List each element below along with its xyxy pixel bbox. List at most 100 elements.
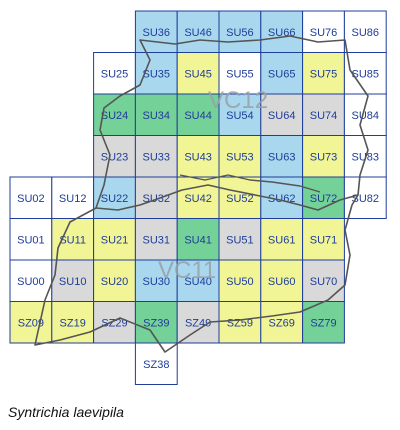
- grid-cell-label: SU44: [184, 110, 212, 122]
- grid-cell-label: SU72: [310, 193, 338, 205]
- grid-cell-su10: SU10: [51, 259, 95, 302]
- grid-cell-label: SU63: [268, 151, 296, 163]
- grid-cell-fill: [343, 10, 387, 53]
- grid-cell-su31: SU31: [134, 218, 178, 261]
- grid-cell-su24: SU24: [93, 93, 136, 136]
- grid-cell-su40: SU40: [176, 259, 220, 302]
- grid-cell-fill: [218, 93, 262, 136]
- grid-cell-label: SU74: [310, 110, 338, 122]
- grid-cell-fill: [176, 52, 220, 95]
- grid-cell-label: SZ09: [18, 317, 44, 329]
- vc-label-11: VC11: [158, 257, 216, 284]
- grid-cell-label: SZ38: [143, 359, 169, 371]
- grid-cell-fill: [260, 93, 304, 136]
- grid-cell-label: SU60: [268, 276, 296, 288]
- grid-cell-su22: SU22: [93, 176, 136, 219]
- grid-cell-su60: SU60: [260, 259, 304, 302]
- grid-cell-su66: SU66: [260, 10, 304, 53]
- grid-cell-su41: SU41: [176, 218, 220, 261]
- grid-cell-label: SU34: [143, 110, 171, 122]
- grid-cell-label: SU40: [184, 276, 212, 288]
- grid-cell-su73: SU73: [302, 135, 345, 178]
- grid-cell-su25: SU25: [93, 52, 136, 95]
- grid-cell-fill: [176, 176, 220, 219]
- grid-cell-fill: [9, 176, 53, 219]
- distribution-map: SU36 SU46 SU56 SU66 SU76 SU86 SU25 SU35 SU45 SU55…: [9, 10, 387, 385]
- grid-cell-fill: [176, 10, 220, 53]
- grid-cell-su71: SU71: [302, 218, 345, 261]
- grid-cell-su33: SU33: [134, 135, 178, 178]
- grid-cell-su01: SU01: [9, 218, 53, 261]
- grid-cell-label: SU64: [268, 110, 296, 122]
- grid-cell-label: SU55: [226, 68, 254, 80]
- grid-cell-label: SU01: [17, 234, 45, 246]
- grid-cell-su64: SU64: [260, 93, 304, 136]
- grid-cell-su53: SU53: [218, 135, 262, 178]
- grid-cell-su50: SU50: [218, 259, 262, 302]
- grid-cell-label: SZ29: [101, 317, 127, 329]
- grid-cell-su00: SU00: [9, 259, 53, 302]
- grid-cell-fill: [51, 259, 95, 302]
- grid-cell-fill: [93, 301, 136, 344]
- grid-cell-fill: [51, 176, 95, 219]
- grid-cell-fill: [260, 52, 304, 95]
- grid-cell-label: SU25: [101, 68, 129, 80]
- grid-cell-fill: [93, 135, 136, 178]
- grid-cell-label: SU65: [268, 68, 296, 80]
- grid-cell-label: SU56: [226, 27, 254, 39]
- grid-cell-su54: SU54: [218, 93, 262, 136]
- grid-cell-su46: SU46: [176, 10, 220, 53]
- grid-cell-su44: SU44: [176, 93, 220, 136]
- grid-cell-label: SU54: [226, 110, 254, 122]
- grid-cell-fill: [176, 259, 220, 302]
- grid-cell-fill: [93, 176, 136, 219]
- grid-cell-su82: SU82: [343, 176, 387, 219]
- grid-cell-fill: [93, 259, 136, 302]
- grid-cell-label: SU35: [143, 68, 171, 80]
- grid-cell-fill: [134, 93, 178, 136]
- grid-cell-su86: SU86: [343, 10, 387, 53]
- grid-cell-label: SU85: [352, 68, 380, 80]
- grid-cell-sz69: SZ69: [260, 301, 304, 344]
- grid-cell-su72: SU72: [302, 176, 345, 219]
- grid-cell-su23: SU23: [93, 135, 136, 178]
- map-svg: SU36 SU46 SU56 SU66 SU76 SU86 SU25 SU35 SU45 SU55…: [9, 10, 387, 385]
- grid-cell-label: SU23: [101, 151, 129, 163]
- species-name: Syntrichia laevipila: [8, 404, 124, 420]
- grid-cell-fill: [176, 135, 220, 178]
- grid-cell-label: SU51: [226, 234, 254, 246]
- grid-cell-sz29: SZ29: [93, 301, 136, 344]
- grid-cell-su36: SU36: [134, 10, 178, 53]
- grid-cell-su20: SU20: [93, 259, 136, 302]
- grid-cell-su34: SU34: [134, 93, 178, 136]
- grid-cell-label: SU21: [101, 234, 129, 246]
- grid-cell-fill: [260, 301, 304, 344]
- grid-cell-fill: [134, 176, 178, 219]
- grid-cell-sz39: SZ39: [134, 301, 178, 344]
- grid-cell-label: SZ39: [143, 317, 169, 329]
- grid-cell-fill: [134, 342, 178, 385]
- grid-cell-fill: [218, 259, 262, 302]
- grid-cell-label: SU42: [184, 193, 212, 205]
- grid-cell-label: SU52: [226, 193, 254, 205]
- grid-cell-fill: [134, 259, 178, 302]
- grid-cell-label: SZ69: [269, 317, 295, 329]
- grid-cell-label: SU46: [184, 27, 212, 39]
- grid-cell-label: SU84: [352, 110, 380, 122]
- grid-cell-label: SU75: [310, 68, 338, 80]
- south-coast-boundary: [34, 194, 359, 353]
- grid-cells: SU36 SU46 SU56 SU66 SU76 SU86 SU25 SU35 SU45 SU55…: [9, 10, 387, 385]
- grid-cell-fill: [176, 93, 220, 136]
- grid-cell-label: SU61: [268, 234, 296, 246]
- vc-label-12: VC12: [208, 87, 268, 114]
- grid-cell-label: SU36: [143, 27, 171, 39]
- grid-cell-su30: SU30: [134, 259, 178, 302]
- grid-cell-label: SU71: [310, 234, 338, 246]
- grid-cell-su12: SU12: [51, 176, 95, 219]
- grid-cell-label: SU02: [17, 193, 45, 205]
- grid-cell-fill: [134, 52, 178, 95]
- grid-cell-su65: SU65: [260, 52, 304, 95]
- grid-cell-fill: [260, 218, 304, 261]
- grid-cell-su56: SU56: [218, 10, 262, 53]
- grid-cell-su21: SU21: [93, 218, 136, 261]
